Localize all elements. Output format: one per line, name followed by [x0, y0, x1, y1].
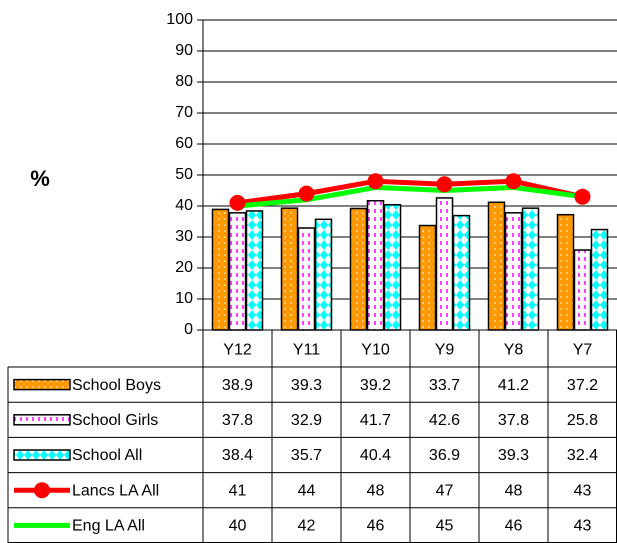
- table-value: 40: [229, 518, 247, 535]
- x-tick-label: Y9: [435, 342, 455, 359]
- table-value: 39.2: [360, 377, 391, 394]
- legend-label: School Boys: [72, 377, 161, 394]
- table-value: 25.8: [567, 412, 598, 429]
- marker: [367, 173, 384, 190]
- bar: [245, 210, 264, 331]
- marker: [505, 173, 522, 190]
- marker: [436, 176, 453, 193]
- legend-swatch: [13, 414, 71, 426]
- table-value: 32.4: [567, 447, 598, 464]
- table-value: 41.2: [498, 377, 529, 394]
- table-value: 38.9: [222, 377, 253, 394]
- table-value: 45: [436, 518, 454, 535]
- x-tick-label: Y12: [223, 342, 252, 359]
- bar: [297, 227, 316, 331]
- table-value: 32.9: [291, 412, 322, 429]
- y-tick-label: 100: [166, 11, 193, 28]
- table-value: 46: [505, 518, 523, 535]
- y-tick-label: 80: [175, 73, 193, 90]
- bar: [383, 204, 402, 331]
- table-value: 44: [298, 482, 316, 499]
- bar: [349, 207, 368, 331]
- table-value: 48: [367, 482, 385, 499]
- x-tick-label: Y7: [573, 342, 593, 359]
- line: [237, 178, 584, 206]
- marker: [574, 188, 591, 205]
- table-value: 46: [367, 518, 385, 535]
- bar: [211, 208, 230, 331]
- table-value: 33.7: [429, 377, 460, 394]
- bar: [487, 201, 506, 331]
- table-value: 38.4: [222, 447, 253, 464]
- legend-label: School Girls: [72, 412, 158, 429]
- legend-swatch: [13, 449, 71, 461]
- bar: [556, 213, 575, 331]
- legend-label: Lancs LA All: [72, 482, 159, 499]
- table-value: 43: [574, 518, 592, 535]
- y-axis-label: %: [30, 166, 50, 191]
- x-tick-label: Y11: [293, 342, 320, 359]
- table-value: 41.7: [360, 412, 391, 429]
- line: [237, 184, 583, 209]
- y-tick-label: 70: [175, 104, 193, 121]
- marker: [298, 185, 315, 202]
- bar: [314, 218, 333, 331]
- bar: [280, 207, 299, 331]
- table-value: 47: [436, 482, 454, 499]
- y-tick-label: 10: [175, 290, 193, 307]
- bar: [366, 199, 385, 331]
- y-tick-label: 40: [175, 197, 193, 214]
- legend-label: School All: [72, 447, 142, 464]
- y-tick-label: 30: [175, 228, 193, 245]
- y-tick-label: 20: [175, 259, 193, 276]
- x-tick-label: Y8: [504, 342, 524, 359]
- marker: [229, 194, 246, 211]
- bar: [418, 224, 437, 331]
- y-tick-label: 0: [184, 321, 193, 338]
- bar: [590, 228, 609, 331]
- table-value: 37.2: [567, 377, 598, 394]
- bar: [521, 207, 540, 331]
- y-tick-label: 60: [175, 135, 193, 152]
- y-tick-label: 90: [175, 42, 193, 59]
- table-value: 37.8: [222, 412, 253, 429]
- table-value: 43: [574, 482, 592, 499]
- table-value: 41: [229, 482, 247, 499]
- bar: [573, 249, 592, 331]
- bar: [452, 214, 471, 331]
- x-tick-label: Y10: [361, 342, 390, 359]
- bar: [228, 212, 247, 331]
- legend-marker: [34, 482, 50, 499]
- y-tick-label: 50: [175, 166, 193, 183]
- legend-swatch: [13, 378, 71, 391]
- table-value: 35.7: [291, 447, 322, 464]
- bar: [435, 197, 454, 331]
- table-value: 39.3: [291, 377, 322, 394]
- legend-label: Eng LA All: [72, 518, 145, 535]
- table-value: 36.9: [429, 447, 460, 464]
- table-value: 40.4: [360, 447, 391, 464]
- bar: [504, 212, 523, 331]
- table-value: 37.8: [498, 412, 529, 429]
- table-value: 39.3: [498, 447, 529, 464]
- table-value: 42: [298, 518, 316, 535]
- table-value: 48: [505, 482, 523, 499]
- table-value: 42.6: [429, 412, 460, 429]
